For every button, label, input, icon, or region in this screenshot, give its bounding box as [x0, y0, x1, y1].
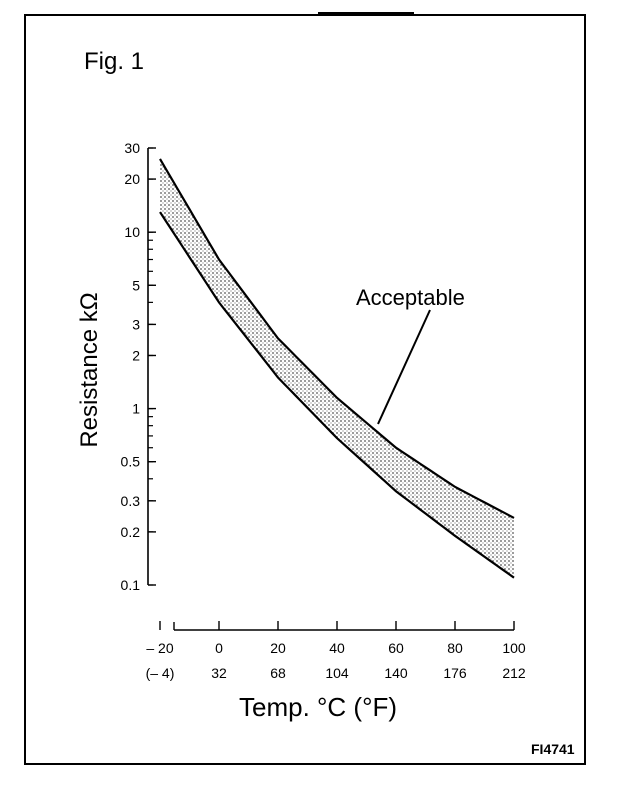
x-tick-label-celsius: 40 — [329, 640, 345, 656]
acceptable-band — [160, 158, 514, 578]
x-tick-label-celsius: 100 — [502, 640, 526, 656]
y-tick-label: 30 — [124, 140, 140, 156]
x-tick-label-fahrenheit: 176 — [443, 665, 467, 681]
y-tick-label: 0.5 — [121, 454, 141, 470]
y-tick-label: 0.2 — [121, 524, 141, 540]
x-tick-label-celsius: 60 — [388, 640, 404, 656]
y-tick-label: 10 — [124, 224, 140, 240]
x-tick-label-fahrenheit: 68 — [270, 665, 286, 681]
y-tick-label: 2 — [132, 347, 140, 363]
top-edge-mark — [318, 12, 414, 16]
x-tick-label-fahrenheit: 212 — [502, 665, 526, 681]
acceptable-annotation: Acceptable — [356, 285, 465, 310]
x-axis-title: Temp. °C (°F) — [239, 692, 397, 722]
x-tick-label-fahrenheit: (– 4) — [146, 665, 175, 681]
y-tick-label: 3 — [132, 316, 140, 332]
x-tick-label-fahrenheit: 32 — [211, 665, 227, 681]
x-tick-label-celsius: 0 — [215, 640, 223, 656]
y-tick-label: 1 — [132, 401, 140, 417]
upper-limit-line — [159, 158, 515, 519]
annotation-leader-line — [377, 309, 431, 425]
figure-label: Fig. 1 — [84, 48, 145, 75]
y-tick-label: 5 — [132, 277, 140, 293]
x-tick-label-fahrenheit: 104 — [325, 665, 349, 681]
y-tick-label: 20 — [124, 171, 140, 187]
x-tick-label-celsius: – 20 — [146, 640, 173, 656]
x-tick-label-fahrenheit: 140 — [384, 665, 408, 681]
x-tick-label-celsius: 80 — [447, 640, 463, 656]
lower-limit-line — [159, 211, 515, 579]
y-tick-label: 0.1 — [121, 577, 141, 593]
y-tick-label: 0.3 — [121, 493, 141, 509]
x-tick-label-celsius: 20 — [270, 640, 286, 656]
figure-frame — [24, 14, 586, 765]
figure-code: FI4741 — [531, 741, 575, 757]
y-axis-title: Resistance kΩ — [76, 292, 103, 447]
